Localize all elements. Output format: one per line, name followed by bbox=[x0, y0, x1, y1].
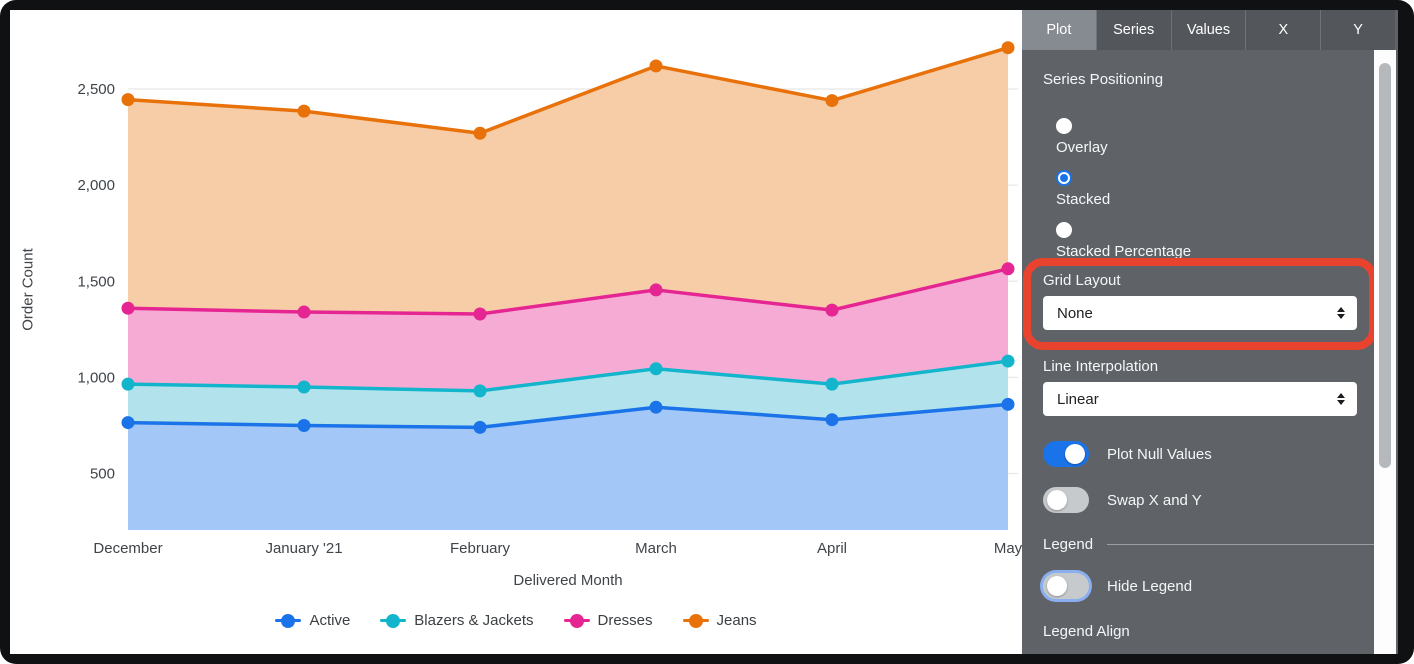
svg-text:January '21: January '21 bbox=[265, 540, 342, 557]
svg-text:2,500: 2,500 bbox=[77, 81, 115, 98]
series-positioning-label: Series Positioning bbox=[1043, 71, 1164, 88]
radio-stacked-percentage[interactable] bbox=[1056, 222, 1072, 238]
line-interpolation-select[interactable]: Linear bbox=[1043, 382, 1357, 416]
legend-label: Jeans bbox=[716, 612, 757, 629]
radio-label: Stacked bbox=[1056, 191, 1111, 208]
radio-overlay[interactable] bbox=[1056, 118, 1072, 134]
chart-panel: 500 1,000 1,500 2,000 2,500 December January '… bbox=[10, 10, 1022, 654]
svg-text:December: December bbox=[93, 540, 162, 557]
section-divider bbox=[1107, 544, 1379, 545]
legend-item-dresses[interactable]: Dresses bbox=[563, 612, 653, 629]
settings-panel: Plot Series Values X Y Series Positioning Ov… bbox=[1022, 10, 1398, 654]
tab-x[interactable]: X bbox=[1245, 10, 1320, 50]
legend-item-jeans[interactable]: Jeans bbox=[682, 612, 757, 629]
line-interpolation-value: Linear bbox=[1057, 390, 1099, 408]
hide-legend-toggle-row: Hide Legend bbox=[1043, 573, 1192, 599]
x-axis-title: Delivered Month bbox=[513, 572, 623, 589]
radio-stacked[interactable] bbox=[1056, 170, 1072, 186]
legend-marker-icon bbox=[563, 613, 590, 628]
toggle-knob bbox=[1065, 444, 1085, 464]
svg-text:1,000: 1,000 bbox=[77, 369, 115, 386]
svg-text:April: April bbox=[817, 540, 847, 557]
hide-legend-label: Hide Legend bbox=[1107, 577, 1193, 595]
swap-x-and-y-row: Swap X and Y bbox=[1043, 487, 1202, 513]
legend-item-active[interactable]: Active bbox=[275, 612, 350, 629]
grid-layout-label: Grid Layout bbox=[1043, 272, 1121, 289]
chart-legend: Active Blazers & Jackets Dresses Jeans bbox=[10, 612, 1022, 629]
svg-text:March: March bbox=[635, 540, 677, 557]
toggle-knob bbox=[1047, 576, 1067, 596]
legend-label: Dresses bbox=[597, 612, 653, 629]
legend-item-blazers-jackets[interactable]: Blazers & Jackets bbox=[380, 612, 534, 629]
legend-marker-icon bbox=[682, 613, 709, 628]
grid-layout-select[interactable]: None bbox=[1043, 296, 1357, 330]
svg-text:500: 500 bbox=[90, 466, 115, 483]
select-updown-icon bbox=[1337, 307, 1345, 319]
swap-x-and-y-toggle[interactable] bbox=[1043, 487, 1089, 513]
tab-plot[interactable]: Plot bbox=[1022, 10, 1096, 50]
settings-tabs: Plot Series Values X Y bbox=[1022, 10, 1395, 50]
legend-section-header: Legend bbox=[1043, 536, 1379, 553]
radio-label: Stacked Percentage bbox=[1056, 243, 1192, 260]
tab-y[interactable]: Y bbox=[1320, 10, 1395, 50]
svg-text:2,000: 2,000 bbox=[77, 177, 115, 194]
legend-align-label: Legend Align bbox=[1043, 623, 1130, 640]
legend-marker-icon bbox=[275, 613, 302, 628]
line-interpolation-label: Line Interpolation bbox=[1043, 358, 1159, 375]
legend-section-title: Legend bbox=[1043, 536, 1094, 553]
grid-layout-value: None bbox=[1057, 304, 1093, 322]
hide-legend-toggle[interactable] bbox=[1043, 573, 1089, 599]
legend-marker-icon bbox=[380, 613, 407, 628]
toggle-label: Swap X and Y bbox=[1107, 491, 1202, 509]
tab-values[interactable]: Values bbox=[1170, 10, 1246, 50]
stacked-area-chart: 500 1,000 1,500 2,000 2,500 December January '… bbox=[77, 41, 1022, 557]
svg-text:February: February bbox=[450, 540, 511, 557]
toggle-knob bbox=[1047, 490, 1067, 510]
legend-label: Blazers & Jackets bbox=[414, 612, 534, 629]
scrollbar-thumb[interactable] bbox=[1379, 63, 1391, 468]
tab-series[interactable]: Series bbox=[1095, 10, 1171, 50]
scrollbar-track[interactable] bbox=[1374, 50, 1396, 654]
plot-null-values-toggle[interactable] bbox=[1043, 441, 1089, 467]
plot-null-values-row: Plot Null Values bbox=[1043, 441, 1212, 467]
svg-text:1,500: 1,500 bbox=[77, 273, 115, 290]
radio-label: Overlay bbox=[1056, 139, 1108, 156]
toggle-label: Plot Null Values bbox=[1107, 445, 1212, 463]
svg-text:May: May bbox=[994, 540, 1022, 557]
legend-label: Active bbox=[309, 612, 351, 629]
y-axis-title: Order Count bbox=[19, 248, 37, 331]
select-updown-icon bbox=[1337, 393, 1345, 405]
